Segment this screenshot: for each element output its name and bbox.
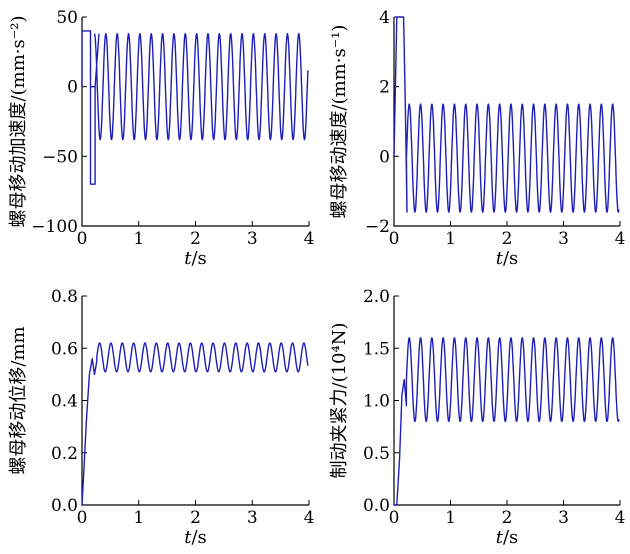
y-axis-label: 螺母移动加速度/(mm·s⁻²) bbox=[8, 16, 29, 228]
axis-lines bbox=[81, 296, 309, 506]
x-tick-label: 3 bbox=[558, 508, 569, 528]
y-axis-label: 螺母移动速度/(mm·s⁻¹) bbox=[329, 25, 350, 219]
x-axis-label: t/s bbox=[496, 248, 519, 269]
y-tick-label: 1.5 bbox=[363, 339, 390, 359]
x-tick-label: 3 bbox=[247, 508, 258, 528]
x-axis-variable: t bbox=[496, 248, 504, 269]
data-series-line bbox=[81, 342, 309, 506]
x-tick-label: 4 bbox=[304, 508, 315, 528]
displacement-chart: 0 1 2 3 4 0.0 0.2 0.4 0.6 0.8 t/s 螺母移动位移/mm bbox=[8, 287, 314, 548]
y-tick-label: 1.0 bbox=[363, 392, 390, 412]
x-tick-label: 0 bbox=[77, 229, 88, 249]
acceleration-chart: 0 1 2 3 4 −100 −50 0 50 t/s 螺母移动加速度/(mm·s⁻²) bbox=[8, 8, 314, 269]
y-tick-label: 2 bbox=[379, 78, 390, 98]
x-tick-label: 4 bbox=[615, 508, 626, 528]
y-tick-label: 0.5 bbox=[363, 444, 390, 464]
x-tick-label: 1 bbox=[445, 229, 456, 249]
x-tick-label: 0 bbox=[77, 508, 88, 528]
y-tick-label: −100 bbox=[31, 217, 78, 237]
x-axis-unit: /s bbox=[191, 527, 206, 548]
y-tick-label: 50 bbox=[56, 8, 78, 28]
y-tick-label: 0.0 bbox=[51, 496, 78, 516]
y-tick-label: 0 bbox=[67, 78, 78, 98]
x-tick-label: 0 bbox=[389, 508, 400, 528]
x-axis-label: t/s bbox=[184, 248, 207, 269]
x-tick-label: 1 bbox=[133, 508, 144, 528]
y-tick-label: 0.2 bbox=[51, 444, 78, 464]
data-series-line bbox=[81, 30, 309, 185]
x-axis-unit: /s bbox=[503, 248, 518, 269]
clamping-force-chart: 0 1 2 3 4 0.0 0.5 1.0 1.5 2.0 t/s 制动夹紧力/(10⁴N) bbox=[329, 287, 625, 548]
x-tick-label: 2 bbox=[190, 229, 201, 249]
y-tick-label: 0 bbox=[379, 147, 390, 167]
x-tick-label: 2 bbox=[502, 229, 513, 249]
x-tick-label: 4 bbox=[304, 229, 315, 249]
x-axis-label: t/s bbox=[184, 527, 207, 548]
y-tick-label: 0.0 bbox=[363, 496, 390, 516]
x-axis-variable: t bbox=[184, 248, 192, 269]
y-tick-label: −50 bbox=[42, 147, 78, 167]
y-tick-label: 0.6 bbox=[51, 339, 78, 359]
x-tick-label: 1 bbox=[133, 229, 144, 249]
x-axis-variable: t bbox=[184, 527, 192, 548]
y-tick-label: 4 bbox=[379, 8, 390, 28]
y-tick-label: 0.8 bbox=[51, 287, 78, 307]
y-tick-label: 2.0 bbox=[363, 287, 390, 307]
x-axis-unit: /s bbox=[503, 527, 518, 548]
data-series-line bbox=[393, 16, 620, 213]
y-axis-label: 制动夹紧力/(10⁴N) bbox=[329, 323, 350, 479]
x-tick-label: 2 bbox=[190, 508, 201, 528]
x-tick-label: 4 bbox=[615, 229, 626, 249]
x-tick-label: 3 bbox=[558, 229, 569, 249]
x-tick-label: 2 bbox=[502, 508, 513, 528]
y-axis-label: 螺母移动位移/mm bbox=[8, 326, 29, 474]
x-axis-label: t/s bbox=[496, 527, 519, 548]
x-tick-label: 0 bbox=[389, 229, 400, 249]
x-tick-label: 3 bbox=[247, 229, 258, 249]
data-series-line bbox=[394, 337, 620, 506]
x-tick-label: 1 bbox=[445, 508, 456, 528]
x-axis-variable: t bbox=[496, 527, 504, 548]
y-tick-label: −2 bbox=[365, 217, 390, 237]
x-axis-unit: /s bbox=[191, 248, 206, 269]
y-tick-label: 0.4 bbox=[51, 392, 78, 412]
